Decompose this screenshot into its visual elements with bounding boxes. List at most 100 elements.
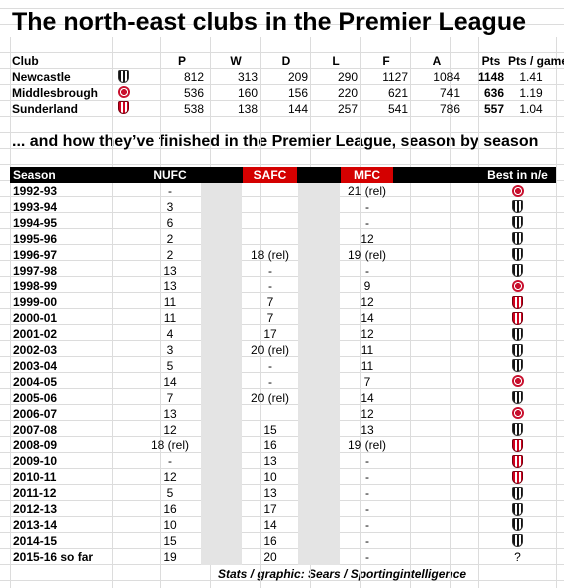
season-label: 2003-04 xyxy=(13,358,58,373)
season-label: 2004-05 xyxy=(13,374,58,389)
position-cell: - xyxy=(365,454,369,469)
subtitle: ... and how they’ve finished in the Prem… xyxy=(12,133,539,150)
summary-cell: 812 xyxy=(183,70,204,84)
middlesbrough-badge xyxy=(118,86,130,98)
summary-cell: 1084 xyxy=(433,70,460,84)
position-cell: 16 xyxy=(263,438,277,453)
position-cell: 7 xyxy=(363,374,371,389)
position-cell: 17 xyxy=(263,327,277,342)
summary-cell: 1127 xyxy=(382,70,408,84)
summary-cell: 557 xyxy=(483,102,504,116)
best-club-badge xyxy=(512,216,523,230)
position-cell: 6 xyxy=(166,215,174,230)
season-label: 2010-11 xyxy=(13,470,57,485)
summary-header: D xyxy=(281,54,291,68)
position-cell: 14 xyxy=(163,374,177,389)
summary-cell: 220 xyxy=(337,86,358,100)
summary-cell: 636 xyxy=(483,86,504,100)
summary-header: P xyxy=(177,54,186,68)
season-label: 1994-95 xyxy=(13,215,58,230)
position-cell: - xyxy=(365,533,369,548)
summary-cell: 144 xyxy=(287,102,308,116)
summary-cell: 156 xyxy=(287,86,308,100)
season-label: 1997-98 xyxy=(13,263,58,278)
position-cell: 15 xyxy=(263,422,277,437)
footer: Stats / graphic: Sears / Sportingintelli… xyxy=(218,567,467,581)
season-header: MFC xyxy=(354,168,380,182)
season-label: 2005-06 xyxy=(13,390,58,405)
position-cell: 20 (rel) xyxy=(250,390,289,405)
summary-cell: 209 xyxy=(287,70,308,84)
best-club-badge xyxy=(512,438,523,452)
season-label: 1999-00 xyxy=(13,295,58,310)
position-cell: - xyxy=(268,358,272,373)
summary-cell: 1148 xyxy=(478,70,505,84)
best-club-badge xyxy=(512,486,523,500)
position-cell: 18 (rel) xyxy=(150,438,189,453)
season-label: 2002-03 xyxy=(13,343,58,357)
season-label: 2013-14 xyxy=(13,517,58,532)
summary-cell: 538 xyxy=(183,102,204,116)
position-cell: - xyxy=(168,184,172,198)
position-cell: 3 xyxy=(166,199,174,214)
grid-line xyxy=(478,37,479,588)
best-club-badge xyxy=(512,327,523,341)
position-cell: 12 xyxy=(360,406,374,421)
season-label: 2001-02 xyxy=(13,327,58,342)
season-label: 2000-01 xyxy=(13,311,58,326)
summary-header: Pts / game xyxy=(508,54,564,68)
best-club-badge xyxy=(512,279,524,292)
spacer-column xyxy=(201,183,242,565)
best-club-badge xyxy=(512,391,523,405)
position-cell: 12 xyxy=(360,295,374,310)
summary-header: Pts xyxy=(481,54,501,68)
summary-cell: 741 xyxy=(439,86,460,100)
position-cell: - xyxy=(168,454,172,469)
grid-line xyxy=(10,37,11,588)
position-cell: 12 xyxy=(360,231,374,246)
best-club-badge xyxy=(512,343,523,357)
position-cell: 2 xyxy=(166,247,174,262)
summary-header: F xyxy=(382,54,390,68)
position-cell: 21 (rel) xyxy=(347,184,386,198)
position-cell: 4 xyxy=(166,327,174,342)
position-cell: 16 xyxy=(263,533,277,548)
position-cell: 11 xyxy=(360,343,374,357)
best-club-badge xyxy=(512,454,523,468)
position-cell: 3 xyxy=(166,343,174,357)
title: The north-east clubs in the Premier Leag… xyxy=(12,8,527,36)
season-header: Best in n/e xyxy=(487,168,548,182)
position-cell: 10 xyxy=(163,517,177,532)
grid-line xyxy=(450,37,451,588)
position-cell: - xyxy=(365,470,369,485)
position-cell: 13 xyxy=(163,263,177,278)
position-cell: 14 xyxy=(263,517,277,532)
position-cell: 11 xyxy=(360,358,374,373)
position-cell: - xyxy=(365,215,369,230)
position-cell: 13 xyxy=(263,454,277,469)
best-club-badge xyxy=(512,423,523,436)
position-cell: 12 xyxy=(163,422,177,437)
position-cell: 7 xyxy=(266,311,274,326)
position-cell: 15 xyxy=(163,533,177,548)
season-label: 2006-07 xyxy=(13,406,58,421)
grid-line xyxy=(160,37,161,588)
newcastle-badge xyxy=(118,70,129,83)
position-cell: - xyxy=(365,199,369,214)
summary-cell: 786 xyxy=(439,102,460,116)
best-club-badge xyxy=(512,184,524,197)
summary-cell: 1.04 xyxy=(519,102,543,116)
position-cell: 17 xyxy=(263,502,277,516)
best-club-badge xyxy=(512,232,523,246)
grid-line xyxy=(556,37,557,588)
position-cell: - xyxy=(365,517,369,532)
summary-cell: 290 xyxy=(337,70,358,84)
position-cell: 19 xyxy=(163,549,177,564)
season-label: 2014-15 xyxy=(13,533,58,548)
position-cell: 13 xyxy=(163,406,177,421)
position-cell: ? xyxy=(514,549,521,564)
position-cell: 14 xyxy=(360,390,374,405)
season-label: 1998-99 xyxy=(13,279,58,294)
season-label: 2008-09 xyxy=(13,438,58,453)
best-club-badge xyxy=(512,375,524,388)
